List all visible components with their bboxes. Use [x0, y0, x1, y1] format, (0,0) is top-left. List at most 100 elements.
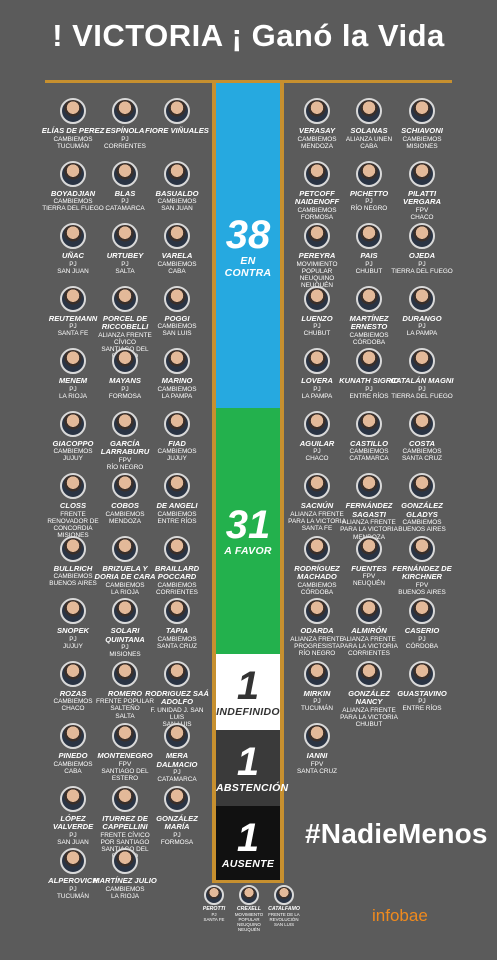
- senator-card: BLAS PJ CATAMARCA: [93, 160, 157, 213]
- senator-party: PJ: [211, 912, 217, 917]
- senator-portrait: [409, 410, 435, 437]
- senator-portrait: [356, 410, 382, 437]
- senator-party: ALIANZA FRENTE PARA LA VICTORIA: [340, 706, 398, 721]
- senator-party: ALIANZA FRENTE CÍVICO: [98, 331, 152, 346]
- senator-party: PJ: [418, 635, 426, 643]
- senator-prov: BUENOS AIRES: [398, 526, 446, 534]
- senator-card: CATALFAMO FRENTE DE LA REVOLUCIÓN SAN LUIS: [267, 885, 301, 927]
- senator-party: FRENTE DE LA REVOLUCIÓN: [268, 912, 300, 922]
- senator-party: CAMBIEMOS: [53, 448, 93, 455]
- senator-portrait: [409, 98, 435, 124]
- senator-card: ROZAS CAMBIEMOS CHACO: [41, 660, 105, 713]
- senator-card: KUNATH SIGRID PJ ENTRE RÍOS: [337, 348, 401, 400]
- senator-portrait: [112, 160, 138, 187]
- tally-absent: 1 AUSENTE: [216, 806, 280, 880]
- senator-card: BOYADJIAN CAMBIEMOS TIERRA DEL FUEGO: [41, 160, 105, 213]
- senator-prov: RÍO NEGRO: [298, 650, 336, 658]
- senator-name: BRAILLARD POCCARD: [154, 563, 200, 581]
- senator-prov: CÓRDOBA: [352, 338, 386, 346]
- senator-party: MOVIMIENTO POPULAR NEUQUINO: [296, 260, 338, 283]
- senator-party: PJ: [418, 260, 426, 268]
- senator-party: PJ: [69, 885, 77, 893]
- senator-prov: FORMOSA: [108, 392, 142, 400]
- senator-portrait: [164, 660, 190, 687]
- senator-name: LUENZO: [301, 313, 333, 323]
- senator-party: PJ: [173, 769, 181, 776]
- senator-card: ITURREZ DE CAPPELLINI FRENTE CÍVICO POR S…: [93, 785, 157, 861]
- senator-portrait: [409, 535, 435, 562]
- senator-card: LÓPEZ VALVERDE PJ SAN JUAN: [41, 785, 105, 847]
- senator-portrait: [304, 410, 330, 437]
- senator-party: FRENTE POPULAR SALTEÑO: [96, 698, 154, 713]
- senator-party: PJ: [69, 831, 77, 839]
- senator-name: DURANGO: [402, 313, 442, 323]
- senator-prov: CÓRDOBA: [405, 642, 439, 650]
- senator-card: MERA DALMACIO PJ CATAMARCA: [145, 723, 209, 784]
- senator-card: OJEDA PJ TIERRA DEL FUEGO: [390, 223, 454, 275]
- senator-name: POGGI: [164, 313, 190, 323]
- senator-name: REUTEMANN: [48, 313, 98, 323]
- senator-prov: FORMOSA: [300, 213, 334, 221]
- senator-card: FUENTES FPV NEUQUÉN: [337, 535, 401, 588]
- senator-prov: BUENOS AIRES: [398, 588, 446, 596]
- abstention-count: 1: [236, 740, 260, 784]
- senator-name: ODARDA: [300, 626, 334, 635]
- senator-card: ELÍAS DE PEREZ CAMBIEMOS TUCUMÁN: [41, 98, 105, 150]
- senator-prov: TIERRA DEL FUEGO: [42, 205, 104, 213]
- senator-name: ALPEROVICH: [48, 876, 98, 885]
- senator-card: LOVERA PJ LA PAMPA: [285, 348, 349, 400]
- senator-name: PILATTI VERGARA: [403, 188, 441, 206]
- senator-party: FPV: [118, 760, 132, 768]
- senator-card: LUENZO PJ CHUBUT: [285, 285, 349, 338]
- senator-name: VERASAY: [298, 126, 336, 135]
- senator-party: FPV: [415, 206, 429, 214]
- senator-name: MIRKIN: [303, 688, 331, 698]
- senator-portrait: [409, 223, 435, 249]
- senator-card: URTUBEY PJ SALTA: [93, 223, 157, 275]
- senator-card: DURANGO PJ LA PAMPA: [390, 285, 454, 338]
- senator-prov: CATAMARCA: [349, 455, 389, 463]
- senator-card: GARCÍA LARRABURU FPV RÍO NEGRO: [93, 410, 157, 472]
- senator-party: PJ: [365, 260, 373, 268]
- senator-card: MARTÍNEZ JULIO CAMBIEMOS LA RIOJA: [93, 848, 157, 900]
- senator-portrait: [409, 285, 435, 312]
- senator-card: PICHETTO PJ RÍO NEGRO: [337, 160, 401, 213]
- senator-prov: SANTA CRUZ: [296, 767, 337, 775]
- senator-prov: SAN LUIS: [273, 922, 294, 927]
- senator-portrait: [112, 473, 138, 499]
- senator-party: CAMBIEMOS: [105, 510, 145, 518]
- senator-party: PJ: [313, 385, 321, 393]
- senator-prov: SAN LUIS: [162, 330, 192, 338]
- senator-portrait: [164, 98, 190, 124]
- senator-card: SCHIAVONI CAMBIEMOS MISIONES: [390, 98, 454, 150]
- senator-prov: SAN JUAN: [57, 838, 89, 846]
- senator-card: DE ANGELI CAMBIEMOS ENTRE RÍOS: [145, 473, 209, 525]
- senator-card: GONZÁLEZ NANCY ALIANZA FRENTE PARA LA VIC…: [337, 660, 401, 729]
- senator-party: ALIANZA FRENTE PARA LA VICTORIA: [340, 635, 398, 650]
- senator-prov: LA RIOJA: [110, 588, 140, 596]
- senator-name: PEROTTI: [202, 906, 226, 912]
- senator-card: GONZÁLEZ GLADYS CAMBIEMOS BUENOS AIRES: [390, 473, 454, 534]
- senator-name: MARINO: [161, 376, 193, 385]
- senator-name: IANNI: [306, 751, 328, 760]
- senator-card: MONTENEGRO FPV SANTIAGO DEL ESTERO: [93, 723, 157, 782]
- senator-card: ALMIRÓN ALIANZA FRENTE PARA LA VICTORIA CO…: [337, 598, 401, 657]
- senator-party: MOVIMIENTO POPULAR NEUQUINO: [234, 912, 264, 927]
- favor-label: A FAVOR: [224, 545, 272, 557]
- senator-party: FRENTE CÍVICO POR SANTIAGO: [100, 831, 150, 846]
- senator-party: PJ: [69, 635, 77, 643]
- senator-card: CATALÁN MAGNI PJ TIERRA DEL FUEGO: [390, 348, 454, 400]
- senator-prov: CABA: [360, 142, 378, 150]
- senator-prov: SANTA FE: [57, 330, 89, 338]
- senator-prov: CHACO: [305, 455, 329, 463]
- senator-card: SOLARI QUINTANA PJ MISIONES: [93, 598, 157, 659]
- senator-name: CLOSS: [59, 501, 87, 510]
- senator-card: IANNI FPV SANTA CRUZ: [285, 723, 349, 775]
- senator-portrait: [112, 785, 138, 812]
- senator-name: BOYADJIAN: [50, 188, 96, 198]
- senator-portrait: [204, 885, 224, 905]
- tally-favor: 31 A FAVOR: [216, 408, 280, 654]
- senator-card: FERNÁNDEZ SAGASTI ALIANZA FRENTE PARA LA …: [337, 473, 401, 541]
- senator-name: MONTENEGRO: [97, 751, 153, 760]
- senator-party: PJ: [365, 198, 373, 205]
